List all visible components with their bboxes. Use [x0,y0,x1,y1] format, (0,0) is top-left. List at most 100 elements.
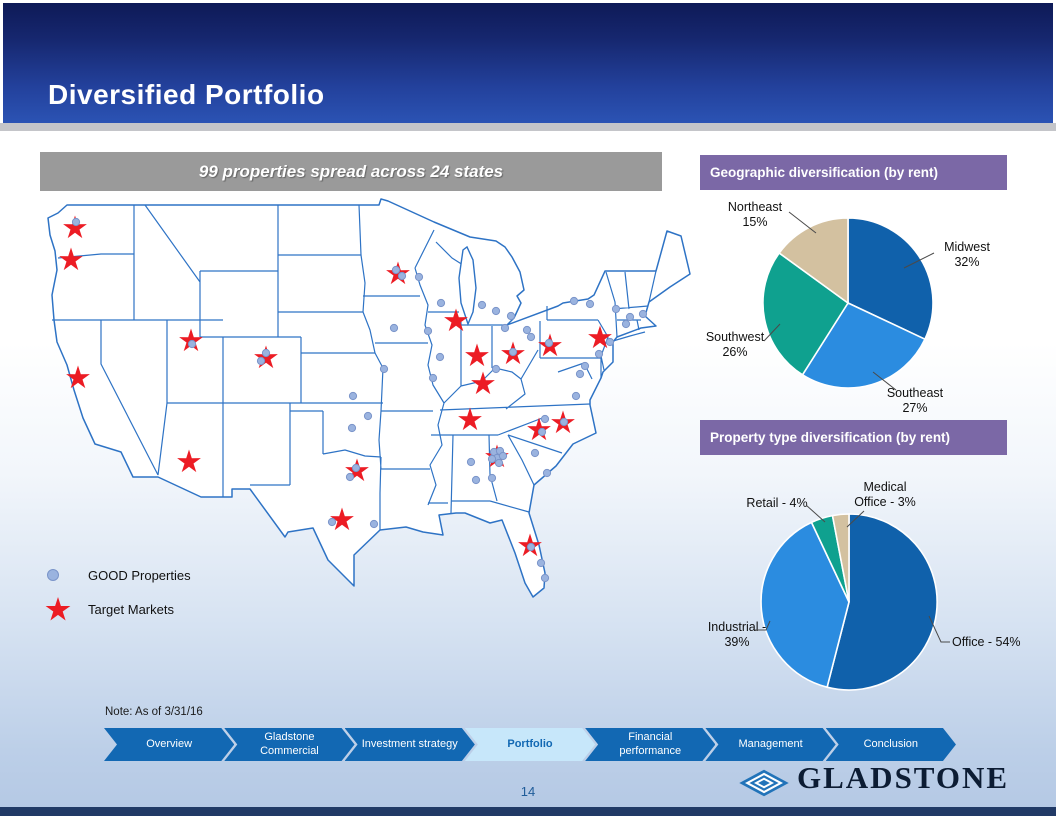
nav-item-investment-strategy[interactable]: Investment strategy [345,728,475,761]
nav-item-financial-performance[interactable]: Financial performance [585,728,715,761]
lake-michigan [458,245,477,326]
good-property-dot [526,542,536,552]
pie-label-midwest: Midwest 32% [944,240,990,269]
good-property-dot [256,356,266,366]
good-property-dot [625,312,635,322]
good-property-dot [621,319,631,329]
good-property-dot [575,369,585,379]
target-market-star [588,325,612,349]
legend-dot-label: GOOD Properties [88,568,191,583]
good-property-dot [436,298,446,308]
good-property-dot [389,323,399,333]
page-number: 14 [520,784,536,799]
good-property-dot [540,573,550,583]
good-property-dot [544,338,554,348]
slide-header: Diversified Portfolio [3,3,1053,123]
pie-slice-industrial [760,521,850,689]
good-property-dot [530,448,540,458]
header-divider [0,123,1056,131]
nav-item-gladstone-commercial[interactable]: Gladstone Commercial [224,728,354,761]
gladstone-diamond-icon [739,769,789,797]
state-borders [52,204,657,530]
good-property-dot [428,373,438,383]
good-property-dot [397,271,407,281]
nav-item-management[interactable]: Management [705,728,835,761]
good-property-dot [187,339,197,349]
good-property-dot [594,349,604,359]
good-property-dot [471,475,481,485]
target-market-star [179,328,203,352]
property-type-diversification-banner: Property type diversification (by rent) [700,420,1007,455]
target-market-star [63,215,87,239]
us-map [47,198,691,598]
target-market-star-icon [45,597,71,621]
good-property-dot [487,473,497,483]
bottom-bar [0,807,1056,816]
good-property-dot [611,304,621,314]
target-market-star [465,343,489,367]
good-property-dot [379,364,389,374]
pie-label-office: Office - 54% [952,635,1021,649]
good-property-dot [369,519,379,529]
good-property-dot [414,272,424,282]
good-property-dot [638,309,648,319]
nav-item-overview[interactable]: Overview [104,728,234,761]
good-property-dot [522,325,532,335]
good-property-dot [540,414,550,424]
good-property-dot [466,457,476,467]
good-property-dot [580,361,590,371]
good-property-dot [347,423,357,433]
good-property-dot [498,451,508,461]
good-property-dot [526,332,536,342]
good-property-dot [261,348,271,358]
good-property-dot [71,217,81,227]
good-property-dot [569,296,579,306]
section-nav: Overview Gladstone Commercial Investment… [104,728,956,761]
good-property-dot-icon [47,569,59,581]
good-property-dot [559,417,569,427]
geographic-diversification-banner: Geographic diversification (by rent) [700,155,1007,190]
target-market-star [59,247,83,271]
note-text: Note: As of 3/31/16 [105,706,203,718]
us-outline [47,198,691,598]
pie-slice-office [826,513,938,691]
nav-item-portfolio[interactable]: Portfolio [465,728,595,761]
good-property-dot [423,326,433,336]
target-market-star [330,507,354,531]
target-market-star [458,407,482,431]
property-type-diversification-pie [760,513,938,691]
nav-item-conclusion[interactable]: Conclusion [826,728,956,761]
good-property-dot [491,364,501,374]
good-property-dot [536,558,546,568]
good-property-dot [605,337,615,347]
good-property-dot [537,427,547,437]
good-property-dot [363,411,373,421]
pie-slice-southeast [801,301,926,389]
pie-slice-southwest [762,251,850,376]
good-property-dot [491,306,501,316]
legend-star-label: Target Markets [88,602,174,617]
good-property-dot [348,391,358,401]
good-property-dot [571,391,581,401]
pie-label-medical-office: Medical Office - 3% [854,480,916,509]
pie-label-northeast: Northeast 15% [727,200,783,229]
pie-label-retail: Retail - 4% [746,496,808,510]
good-property-dot [487,454,497,464]
good-property-dot [508,347,518,357]
legend-target-markets: Target Markets [44,595,174,628]
legend-good-properties: GOOD Properties [44,566,191,587]
good-property-dot [494,458,504,468]
good-property-dot [477,300,487,310]
map-banner: 99 properties spread across 24 states [40,152,662,191]
target-market-star [444,308,468,332]
target-market-star [527,417,551,441]
good-property-dot [327,517,337,527]
good-property-dot [435,352,445,362]
gladstone-logo-text: GLADSTONE [797,760,1010,795]
target-market-star [66,365,90,389]
target-market-star [177,449,201,473]
good-property-dot [391,265,401,275]
page-title: Diversified Portfolio [48,79,325,110]
good-property-dot [500,323,510,333]
good-property-dot [345,472,355,482]
